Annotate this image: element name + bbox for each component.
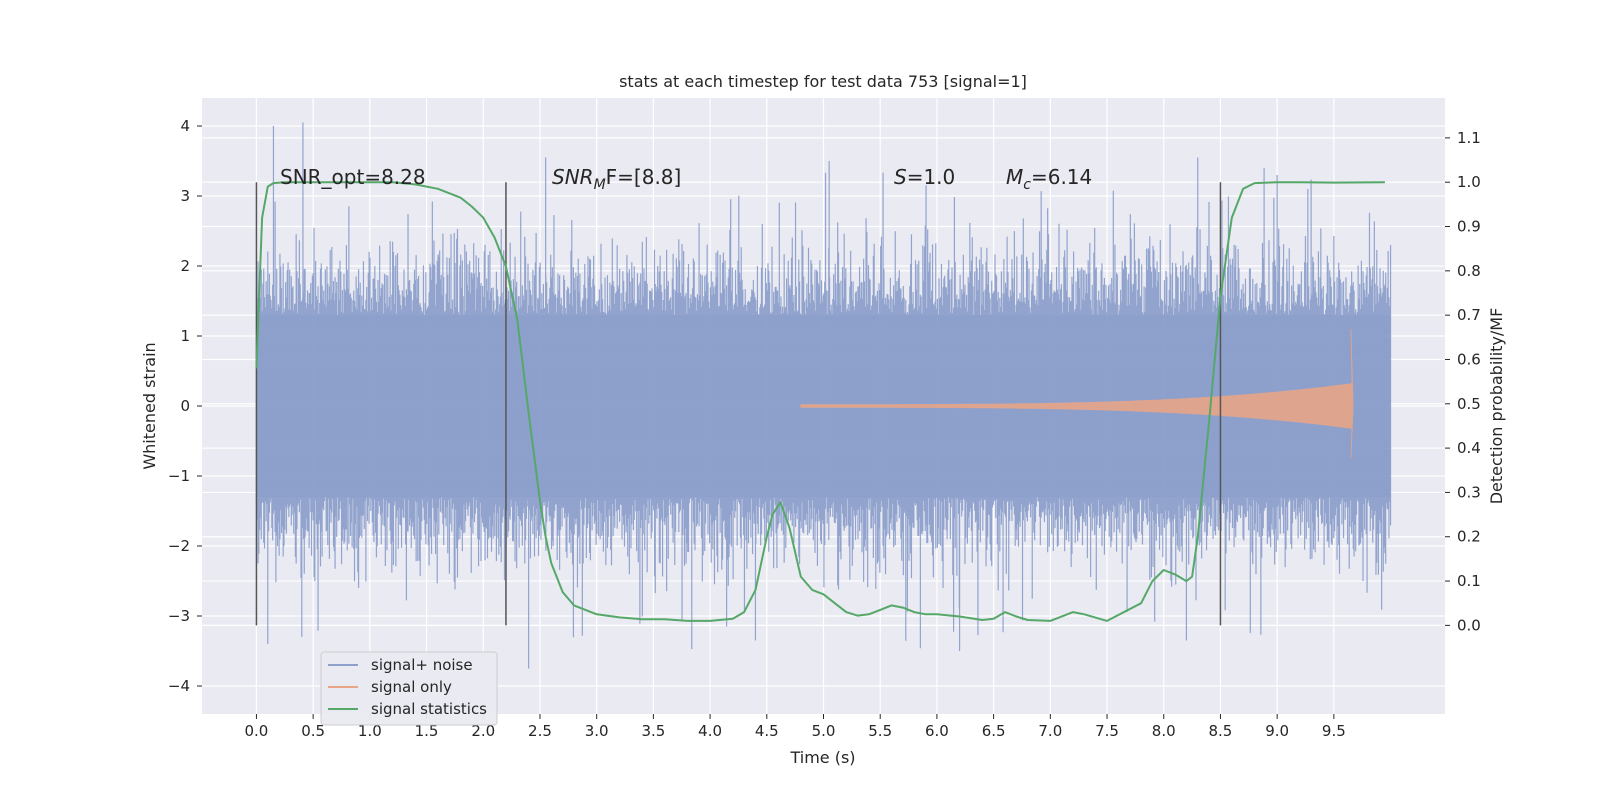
x-tick-label: 2.5 (528, 722, 552, 740)
x-axis-title: Time (s) (789, 748, 855, 767)
signal-statistics-line (255, 181, 1385, 622)
y2-tick-label: 1.0 (1457, 173, 1481, 191)
x-tick-label: 7.5 (1095, 722, 1119, 740)
x-ticks: 0.0 0.5 1.0 1.5 2.0 2.5 3.0 3.5 4.0 4.5 5.0 5.5 6.0 6… (245, 714, 1346, 740)
x-tick-label: 3.0 (585, 722, 609, 740)
annotation-mc-sub: c (1023, 177, 1031, 193)
y-tick-label: 0 (180, 397, 190, 415)
x-tick-label: 5.0 (812, 722, 836, 740)
annotation-mc-value: =6.14 (1031, 165, 1092, 189)
x-tick-label: 1.0 (358, 722, 382, 740)
x-tick-label: 4.0 (698, 722, 722, 740)
y2-tick-label: 0.2 (1457, 528, 1481, 546)
annotation-snr-mf-symbol: SNR (552, 165, 594, 189)
y-tick-label: 1 (180, 327, 190, 345)
y-tick-label: −4 (168, 677, 190, 695)
x-tick-label: 1.5 (415, 722, 439, 740)
y2-tick-label: 1.1 (1457, 129, 1481, 147)
y-ticks: 4 3 2 1 0 −1 −2 −3 −4 (168, 117, 202, 695)
annotation-s-value: =1.0 (907, 165, 956, 189)
y-tick-label: −3 (168, 607, 190, 625)
y-tick-label: −1 (168, 467, 190, 485)
y2-tick-label: 0.4 (1457, 439, 1481, 457)
annotation-snr-mf-sub: M (594, 177, 606, 193)
y2-tick-label: 0.9 (1457, 218, 1481, 236)
y2-tick-label: 0.1 (1457, 572, 1481, 590)
annotation-snr-mf-value: F=[8.8] (606, 165, 682, 189)
x-tick-label: 8.5 (1209, 722, 1233, 740)
y2-tick-label: 0.8 (1457, 262, 1481, 280)
annotation-mc-symbol: M (1006, 165, 1023, 189)
y2-tick-label: 0.3 (1457, 483, 1481, 501)
signal-only-chirp (800, 328, 1354, 459)
legend-box (320, 651, 498, 726)
y2-tick-label: 0.6 (1457, 350, 1481, 368)
y2-tick-label: 0.7 (1457, 306, 1481, 324)
y2-tick-label: 0.0 (1457, 616, 1481, 634)
y-tick-label: 2 (180, 257, 190, 275)
x-tick-label: 2.0 (471, 722, 495, 740)
legend-label-signal-only: signal only (371, 678, 452, 696)
x-tick-label: 6.5 (982, 722, 1006, 740)
annotation-mc: Mc=6.14 (1006, 165, 1092, 193)
x-tick-label: 8.0 (1152, 722, 1176, 740)
y-tick-label: 4 (180, 117, 190, 135)
legend: signal+ noise signal only signal statist… (320, 651, 498, 726)
y-tick-label: −2 (168, 537, 190, 555)
y2-ticks: 1.1 1.0 0.9 0.8 0.7 0.6 0.5 0.4 0.3 0.2 0.1 0.0 (1445, 129, 1481, 634)
annotation-snr-opt: SNR_opt=8.28 (280, 165, 426, 189)
annotation-snr-mf: SNRMF=[8.8] (552, 165, 681, 193)
x-tick-label: 7.0 (1038, 722, 1062, 740)
x-tick-label: 4.5 (755, 722, 779, 740)
marker-lines (255, 182, 1222, 626)
x-tick-label: 0.0 (245, 722, 269, 740)
chart-title: stats at each timestep for test data 753… (619, 72, 1027, 91)
x-tick-label: 0.5 (301, 722, 325, 740)
signal-statistics-series (255, 181, 1385, 622)
x-tick-label: 9.5 (1322, 722, 1346, 740)
legend-label-signal-statistics: signal statistics (371, 700, 487, 718)
annotation-s: S=1.0 (894, 165, 955, 189)
x-tick-label: 6.0 (925, 722, 949, 740)
y-axis-title: Whitened strain (140, 342, 159, 469)
y-tick-label: 3 (180, 187, 190, 205)
x-tick-label: 3.5 (641, 722, 665, 740)
signal-only-series (800, 328, 1354, 459)
y2-tick-label: 0.5 (1457, 395, 1481, 413)
annotation-s-symbol: S (894, 165, 907, 189)
x-tick-label: 5.5 (868, 722, 892, 740)
x-tick-label: 9.0 (1265, 722, 1289, 740)
legend-label-signal-noise: signal+ noise (371, 656, 473, 674)
y2-axis-title: Detection probability/MF (1487, 308, 1506, 505)
